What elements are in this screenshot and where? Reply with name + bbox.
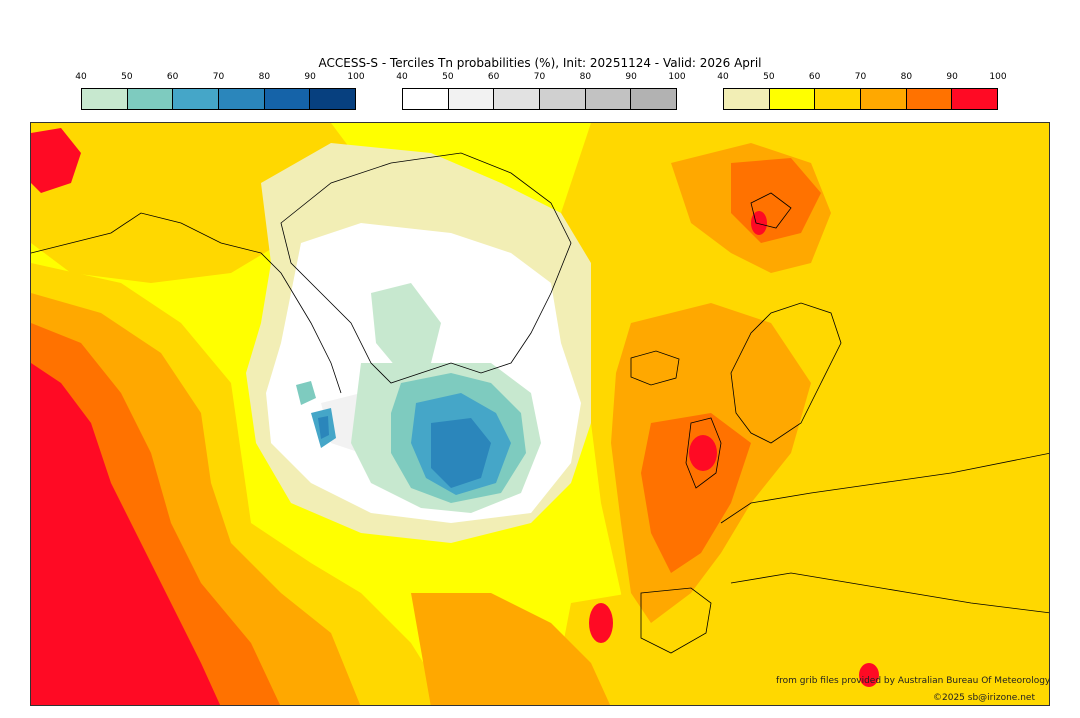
coastline-europe — [720, 452, 1049, 614]
legend-swatch — [264, 89, 311, 109]
legend-swatch — [724, 89, 770, 109]
legend-tick-label: 60 — [808, 72, 821, 82]
legend-tick-label: 40 — [75, 72, 87, 82]
map-title: ACCESS-S - Terciles Tn probabilities (%)… — [318, 56, 762, 70]
legend-ticks: 40 50 60 70 80 90 100 — [396, 72, 685, 84]
legend-swatch — [585, 89, 632, 109]
legend-tick-label: 80 — [258, 72, 271, 82]
coastlines — [31, 152, 1049, 654]
legend-swatch — [82, 89, 128, 109]
legend-tick-label: 50 — [121, 72, 133, 82]
legend-swatch — [769, 89, 816, 109]
legend-tick-label: 70 — [533, 72, 546, 82]
coastline-svalbard — [750, 192, 792, 229]
legend-tick-label: 70 — [212, 72, 225, 82]
legend-swatch — [448, 89, 495, 109]
legend-tick-label: 40 — [396, 72, 408, 82]
legend-swatch — [127, 89, 174, 109]
field-uk-red — [689, 435, 717, 471]
field-below-darkblue — [318, 416, 491, 488]
legend-swatch — [403, 89, 449, 109]
legend-colorbar — [402, 88, 677, 110]
legend-tick-label: 40 — [717, 72, 729, 82]
legend-normal: 40 50 60 70 80 90 100 — [396, 72, 686, 112]
legend-tick-label: 80 — [900, 72, 913, 82]
legend-below-normal: 40 50 60 70 80 90 100 — [75, 72, 365, 112]
legend-swatch — [861, 89, 907, 109]
field-west-red — [31, 363, 221, 705]
field-northwest-red — [31, 128, 81, 193]
legend-ticks: 40 50 60 70 80 90 100 — [75, 72, 364, 84]
coastline-iberia — [640, 587, 712, 654]
field-scandinavia-red — [751, 211, 767, 235]
field-atlantic-red — [589, 603, 613, 643]
legend-swatch — [173, 89, 220, 109]
copyright-credit: ©2025 sb@irizone.net — [933, 693, 1035, 703]
field-mid-atlantic-orange — [411, 593, 611, 705]
legend-swatch — [631, 89, 677, 109]
legend-tick-label: 90 — [304, 72, 316, 82]
legend-swatch — [310, 89, 356, 109]
legend-tick-label: 100 — [347, 72, 365, 82]
legend-swatch — [815, 89, 862, 109]
coastline-scandinavia — [730, 302, 842, 444]
coastline-greenland — [280, 152, 572, 384]
map-canvas — [31, 123, 1049, 705]
probability-map — [30, 122, 1050, 706]
legend-tick-label: 100 — [989, 72, 1007, 82]
legend-swatch — [952, 89, 998, 109]
coastline-north-america — [31, 212, 342, 394]
legend-tick-label: 60 — [487, 72, 500, 82]
legend-swatch — [219, 89, 265, 109]
legend-tick-label: 50 — [763, 72, 775, 82]
coastline-uk — [685, 417, 722, 489]
field-med-red — [859, 663, 879, 687]
legend-swatch — [906, 89, 953, 109]
legend-tick-label: 70 — [854, 72, 867, 82]
legend-ticks: 40 50 60 70 80 90 100 — [717, 72, 1006, 84]
legend-colorbar — [723, 88, 998, 110]
legend-tick-label: 90 — [946, 72, 958, 82]
legend-tick-label: 90 — [625, 72, 637, 82]
legend-colorbar — [81, 88, 356, 110]
legend-tick-label: 80 — [579, 72, 592, 82]
field-europe-darkorange — [641, 413, 751, 573]
legend-swatch — [494, 89, 541, 109]
legend-tick-label: 100 — [668, 72, 686, 82]
source-credit: from grib files provided by Australian B… — [776, 676, 1051, 686]
legend-above-normal: 40 50 60 70 80 90 100 — [717, 72, 1007, 112]
coastline-iceland — [630, 350, 680, 386]
legend-tick-label: 50 — [442, 72, 454, 82]
legend-tick-label: 60 — [166, 72, 179, 82]
legend-swatch — [540, 89, 586, 109]
